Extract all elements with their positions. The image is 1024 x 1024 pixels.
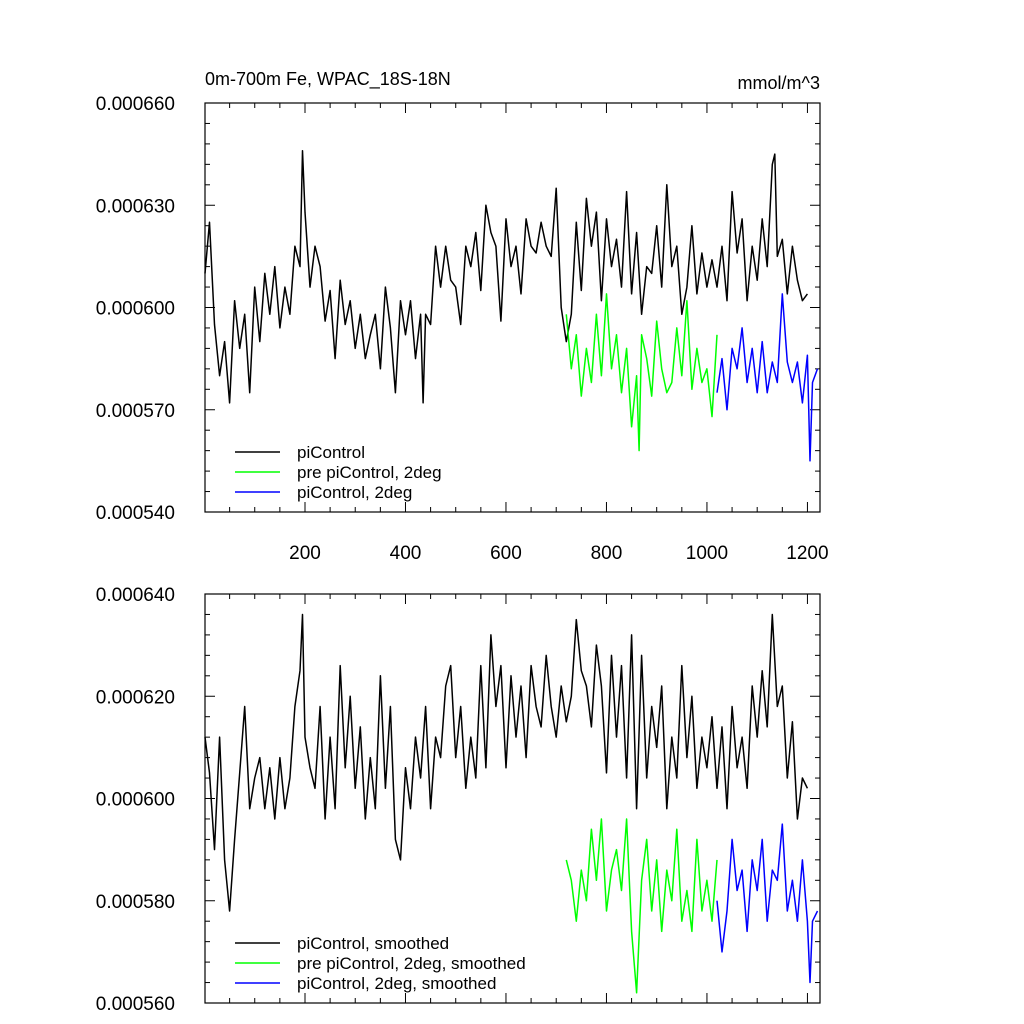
bottom-panel: 0.000560 0.000580 0.000600 0.000620 0.000640… <box>96 585 821 1015</box>
x-tick-label: 1000 <box>686 543 728 564</box>
series-line-1 <box>204 149 809 404</box>
series-line-2 <box>565 818 718 994</box>
y-tick-label: 0.000630 <box>96 196 175 217</box>
y-tick-label: 0.000600 <box>96 790 175 811</box>
series-line-3 <box>716 293 819 462</box>
y-tick-label: 0.000640 <box>96 585 175 606</box>
top-panel: 0.000540 0.000570 0.000600 0.000630 0.000660… <box>96 69 829 564</box>
legend-label: piControl, 2deg, smoothed <box>297 974 496 993</box>
y-tick-label: 0.000600 <box>96 299 175 320</box>
y-tick-label: 0.000580 <box>96 892 175 913</box>
series-line-1 <box>204 613 809 912</box>
legend-label: pre piControl, 2deg <box>297 463 442 482</box>
x-tick-label: 600 <box>490 543 522 564</box>
legend-label: pre piControl, 2deg, smoothed <box>297 954 526 973</box>
units-label: mmol/m^3 <box>738 73 820 93</box>
y-tick-label: 0.000560 <box>96 994 175 1015</box>
series-line-3 <box>716 823 819 984</box>
legend-label: piControl, 2deg <box>297 483 412 502</box>
y-tick-label: 0.000570 <box>96 401 175 422</box>
y-tick-label: 0.000620 <box>96 687 175 708</box>
x-tick-label: 800 <box>591 543 623 564</box>
legend-label: piControl <box>297 443 365 462</box>
x-tick-label: 1200 <box>786 543 828 564</box>
chart-title: 0m-700m Fe, WPAC_18S-18N <box>205 69 451 90</box>
x-tick-label: 200 <box>289 543 321 564</box>
x-tick-label: 400 <box>390 543 422 564</box>
y-tick-label: 0.000540 <box>96 503 175 524</box>
series-line-2 <box>565 293 718 452</box>
y-tick-label: 0.000660 <box>96 94 175 115</box>
legend-label: piControl, smoothed <box>297 934 449 953</box>
